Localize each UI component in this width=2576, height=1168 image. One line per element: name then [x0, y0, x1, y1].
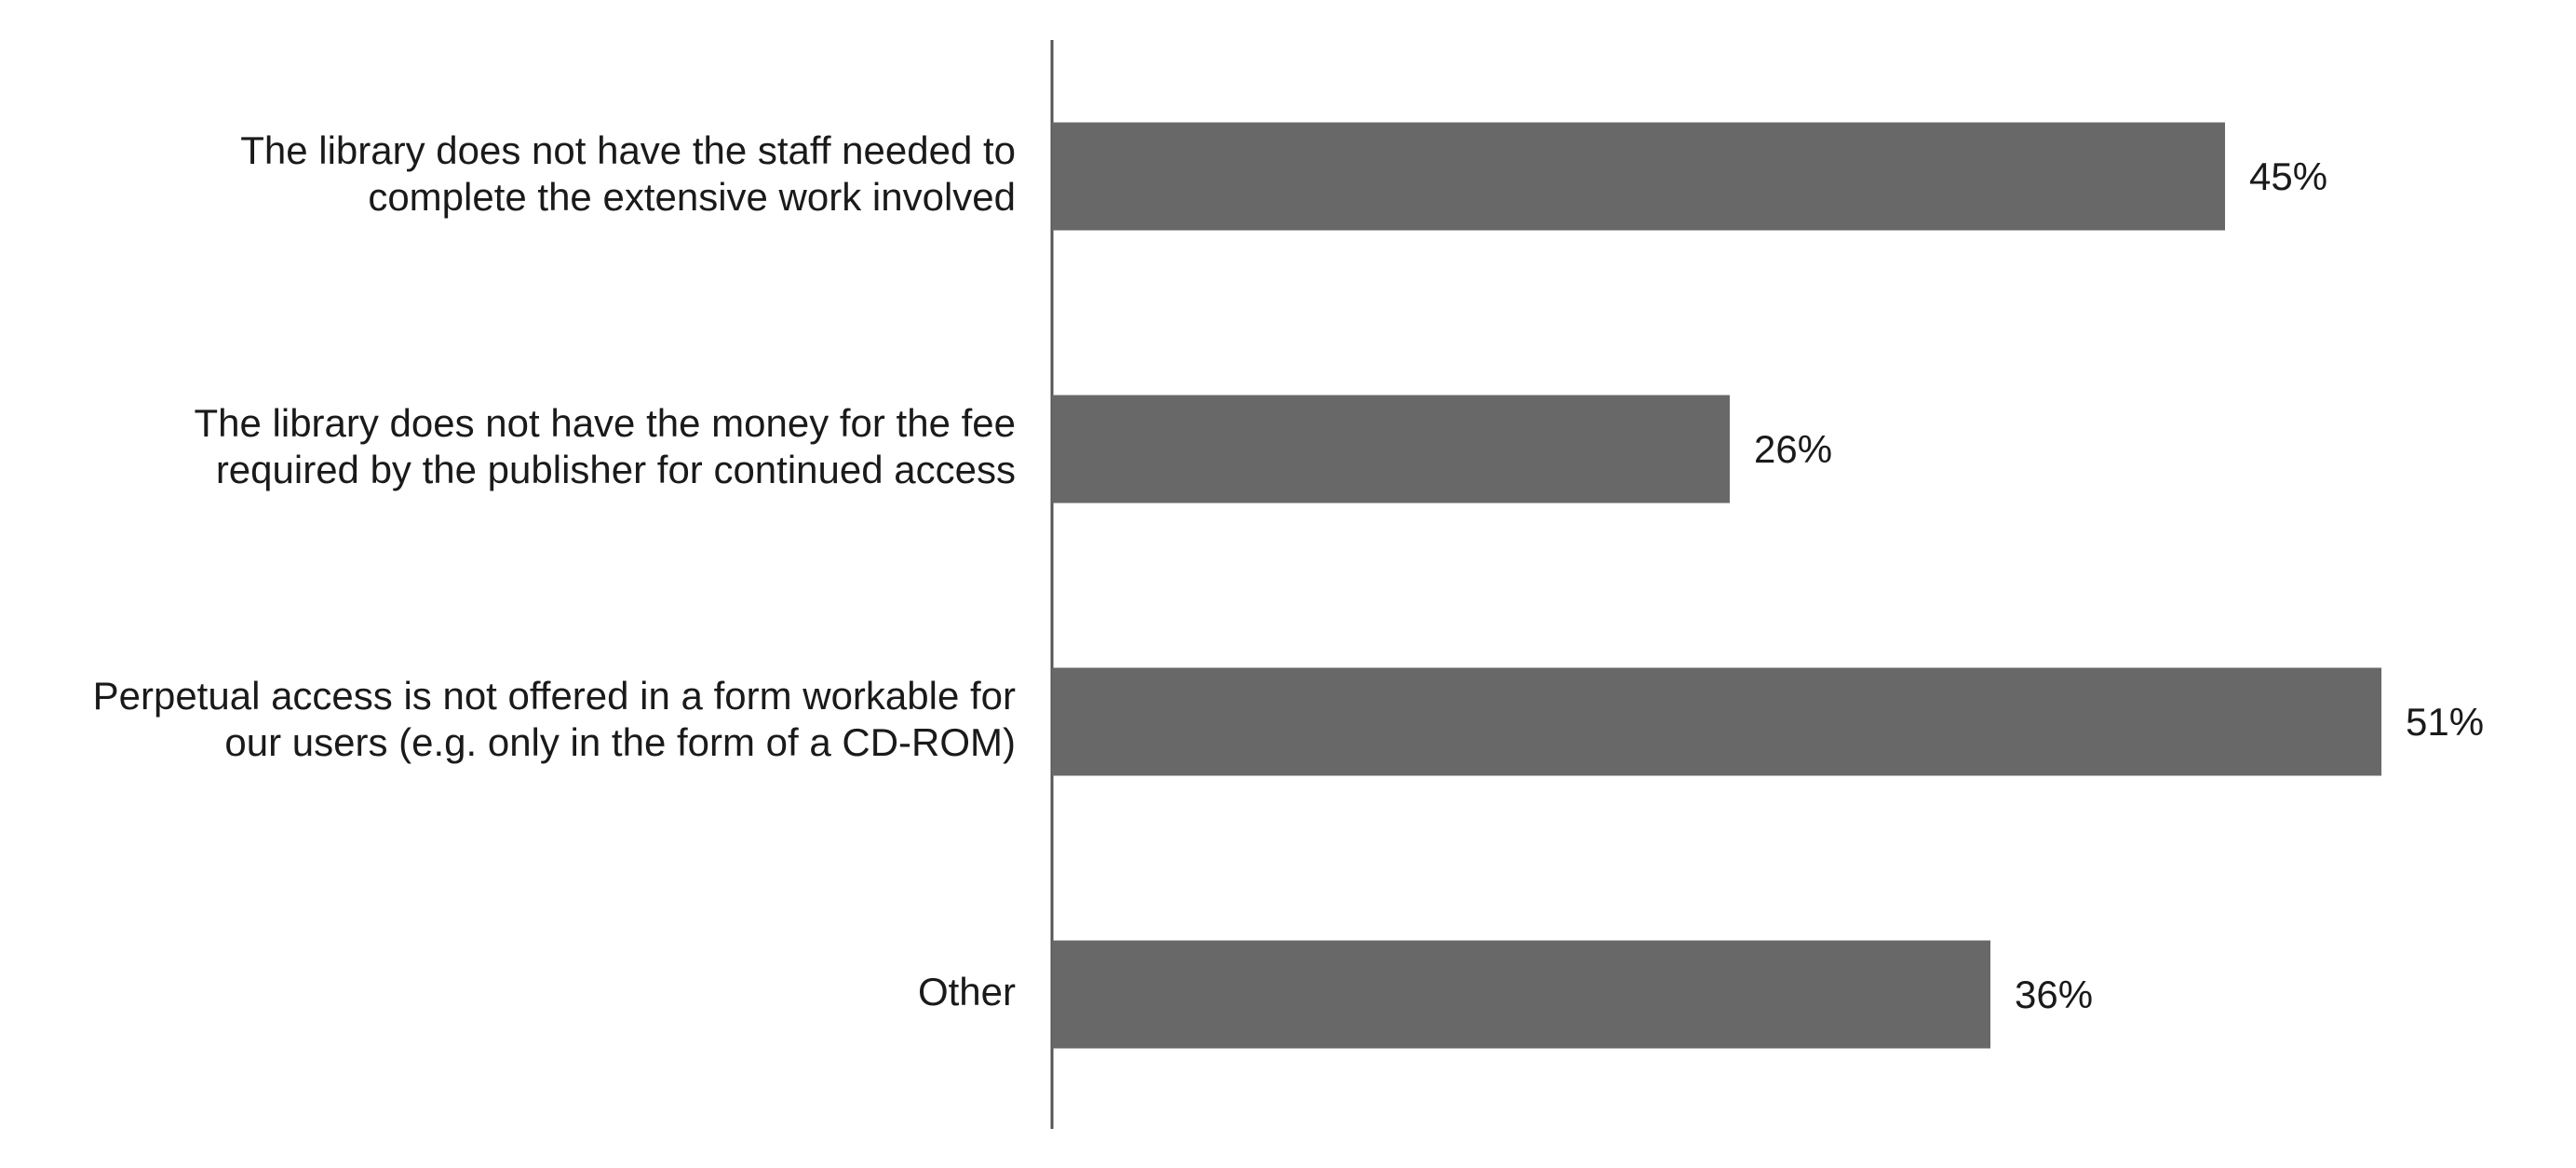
category-label-3: Perpetual access is not offered in a for…: [92, 673, 1016, 764]
category-label-4: Other: [917, 969, 1016, 1014]
value-label-2: 26%: [1754, 426, 1833, 471]
category-label-2: The library does not have the money for …: [194, 400, 1016, 491]
bars-group: [1052, 122, 2381, 1049]
category-label-1: The library does not have the staff need…: [240, 128, 1016, 219]
bar-2: [1052, 395, 1730, 503]
value-label-1: 45%: [2249, 154, 2328, 198]
value-label-3: 51%: [2406, 699, 2485, 744]
value-label-4: 36%: [2015, 972, 2094, 1016]
bar-4: [1052, 940, 1990, 1049]
bar-3: [1052, 667, 2381, 776]
bar-1: [1052, 122, 2225, 231]
